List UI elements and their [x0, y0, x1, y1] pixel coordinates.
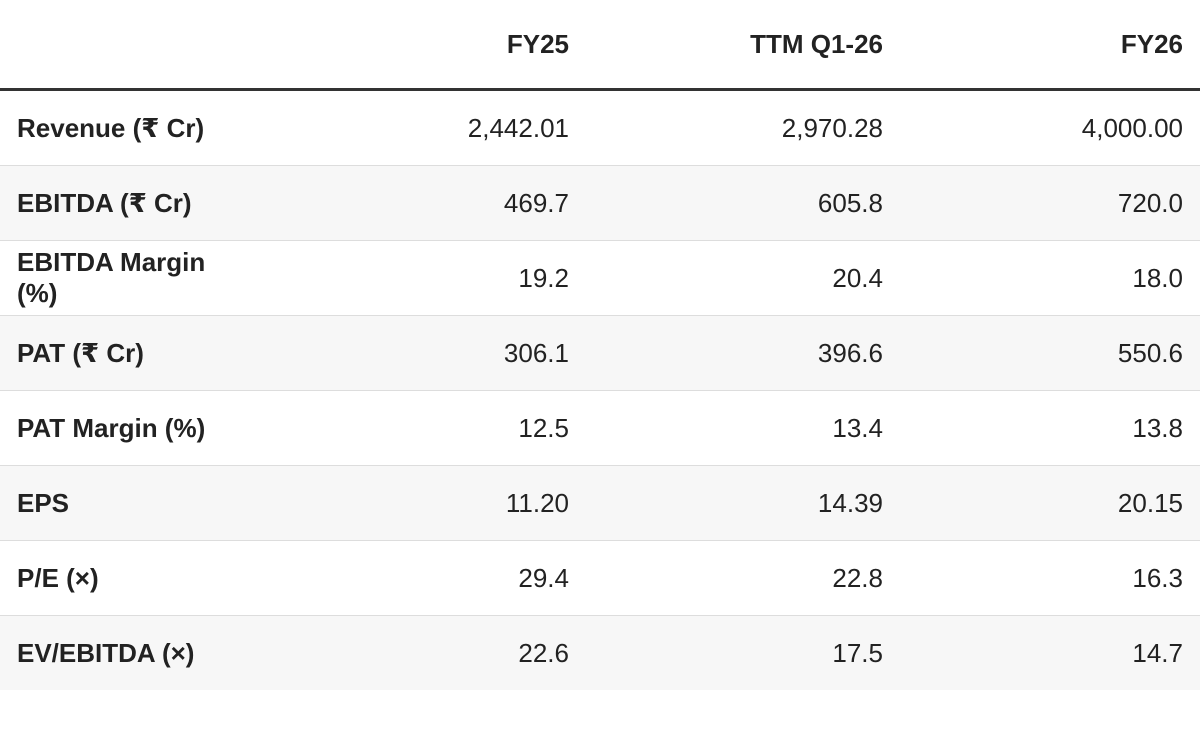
table-row: EPS 11.20 14.39 20.15 [0, 465, 1200, 541]
cell-value: 20.15 [884, 465, 1200, 541]
cell-value: 550.6 [884, 315, 1200, 391]
cell-value: 11.20 [250, 465, 570, 541]
row-label: PAT (₹ Cr) [0, 315, 250, 391]
cell-value: 13.8 [884, 390, 1200, 466]
cell-value: 12.5 [250, 390, 570, 466]
row-label: PAT Margin (%) [0, 390, 250, 466]
cell-value: 4,000.00 [884, 89, 1200, 166]
cell-value: 2,442.01 [250, 89, 570, 166]
table-row: EBITDA Margin (%) 19.2 20.4 18.0 [0, 240, 1200, 316]
row-label: Revenue (₹ Cr) [0, 89, 250, 166]
cell-value: 469.7 [250, 165, 570, 241]
cell-value: 19.2 [250, 240, 570, 316]
cell-value: 17.5 [570, 615, 884, 690]
column-header: TTM Q1-26 [570, 0, 884, 91]
header-blank [0, 0, 250, 91]
cell-value: 16.3 [884, 540, 1200, 616]
table-body: Revenue (₹ Cr) 2,442.01 2,970.28 4,000.00 EB… [0, 89, 1200, 690]
cell-value: 29.4 [250, 540, 570, 616]
row-label: EBITDA (₹ Cr) [0, 165, 250, 241]
cell-value: 18.0 [884, 240, 1200, 316]
row-label: EV/EBITDA (×) [0, 615, 250, 690]
cell-value: 22.6 [250, 615, 570, 690]
table-row: PAT Margin (%) 12.5 13.4 13.8 [0, 390, 1200, 466]
cell-value: 306.1 [250, 315, 570, 391]
cell-value: 20.4 [570, 240, 884, 316]
cell-value: 720.0 [884, 165, 1200, 241]
table-row: PAT (₹ Cr) 306.1 396.6 550.6 [0, 315, 1200, 391]
cell-value: 22.8 [570, 540, 884, 616]
table-row: EBITDA (₹ Cr) 469.7 605.8 720.0 [0, 165, 1200, 241]
financial-table: FY25 TTM Q1-26 FY26 Revenue (₹ Cr) 2,442.01… [0, 0, 1200, 690]
cell-value: 2,970.28 [570, 89, 884, 166]
row-label: P/E (×) [0, 540, 250, 616]
table-row: Revenue (₹ Cr) 2,442.01 2,970.28 4,000.00 [0, 89, 1200, 166]
row-label: EBITDA Margin (%) [0, 240, 250, 316]
cell-value: 396.6 [570, 315, 884, 391]
row-label: EPS [0, 465, 250, 541]
table-row: P/E (×) 29.4 22.8 16.3 [0, 540, 1200, 616]
column-header: FY26 [884, 0, 1200, 91]
column-header: FY25 [250, 0, 570, 91]
cell-value: 14.39 [570, 465, 884, 541]
cell-value: 605.8 [570, 165, 884, 241]
table-header: FY25 TTM Q1-26 FY26 [0, 0, 1200, 91]
cell-value: 13.4 [570, 390, 884, 466]
cell-value: 14.7 [884, 615, 1200, 690]
table-row: EV/EBITDA (×) 22.6 17.5 14.7 [0, 615, 1200, 690]
header-row: FY25 TTM Q1-26 FY26 [0, 0, 1200, 91]
